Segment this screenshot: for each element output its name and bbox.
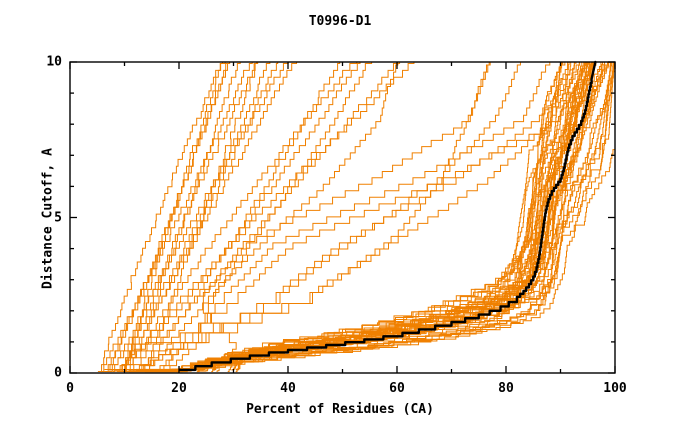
x-tick-label: 100 [603, 381, 627, 396]
y-tick-label: 5 [54, 210, 62, 225]
x-tick-label: 60 [389, 381, 405, 396]
x-tick-label: 0 [66, 381, 74, 396]
x-tick-label: 20 [171, 381, 187, 396]
orange-curve-group [97, 61, 616, 373]
y-tick-label: 0 [54, 365, 62, 381]
x-axis-label: Percent of Residues (CA) [246, 402, 434, 417]
tick-marks [69, 61, 616, 374]
x-tick-label: 40 [280, 381, 296, 396]
reference-curve [178, 60, 597, 372]
page-title: T0996-D1 [308, 14, 372, 29]
x-tick-label: 80 [498, 381, 514, 396]
y-tick-label: 10 [46, 54, 62, 70]
